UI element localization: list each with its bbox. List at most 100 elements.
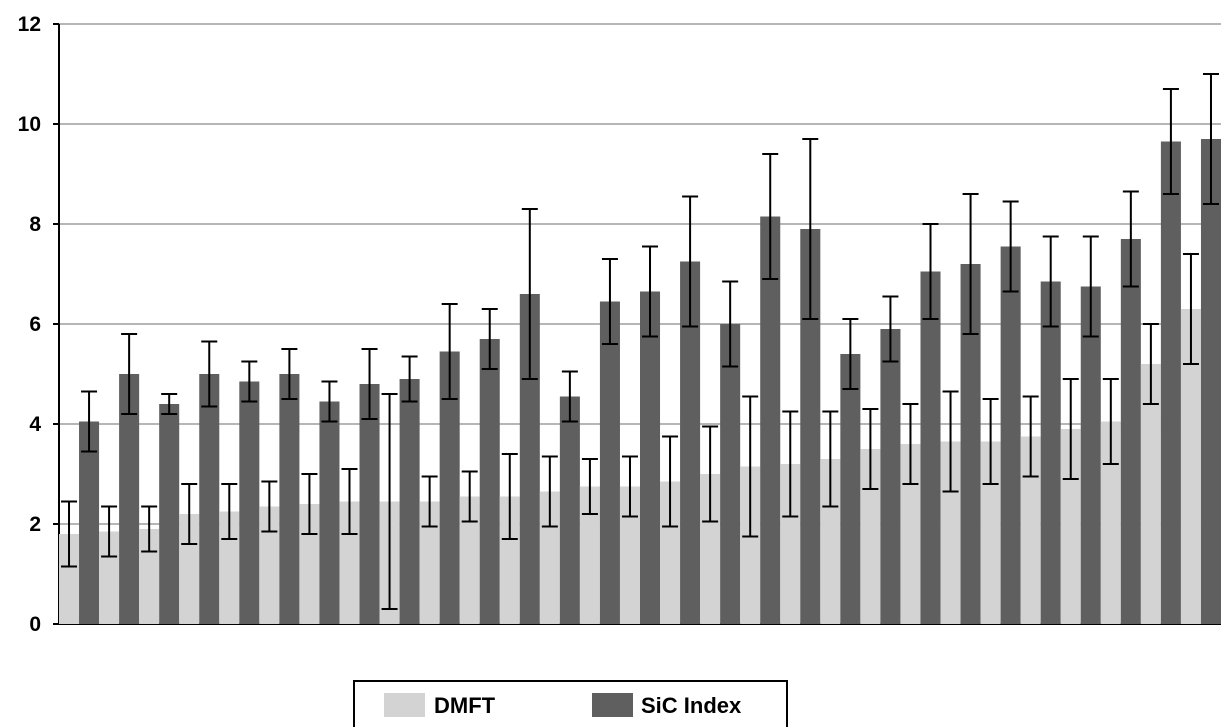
sic-index-error-bar [1202, 73, 1219, 205]
y-tick-label: 10 [18, 113, 41, 136]
y-tick-label: 2 [29, 513, 41, 536]
bars [59, 73, 1221, 624]
sic-index-error-bar [481, 308, 498, 370]
legend-swatch-sic-index [592, 693, 633, 717]
sic-index-bar [880, 329, 901, 624]
sic-index-bar [960, 264, 981, 624]
sic-index-bar [79, 421, 100, 624]
sic-index-error-bar [281, 348, 298, 400]
y-tick-label: 0 [29, 613, 41, 636]
sic-index-bar [840, 354, 861, 624]
y-tick-label: 8 [29, 213, 41, 236]
legend-label-sic-index: SiC Index [641, 693, 742, 718]
sic-index-error-bar [401, 355, 418, 403]
sic-index-error-bar [882, 295, 899, 363]
sic-index-bar [239, 381, 260, 624]
dmft-error-bar [381, 393, 398, 610]
sic-index-error-bar [161, 393, 178, 415]
y-tick-label: 6 [29, 313, 41, 336]
dmft-error-bar [141, 505, 158, 553]
dmft-error-bar [101, 505, 118, 558]
dmft-bar [259, 506, 280, 624]
legend-swatch-dmft [384, 693, 425, 717]
dmft-bar [179, 514, 200, 624]
dmft-error-bar [942, 390, 959, 493]
dmft-bar [660, 481, 681, 624]
dmft-error-bar [261, 480, 278, 533]
sic-index-bar [800, 229, 821, 624]
dmft-bar [139, 529, 160, 624]
sic-index-bar [1200, 139, 1221, 624]
sic-index-bar [319, 401, 340, 624]
sic-index-error-bar [521, 208, 538, 380]
dmft-bar [419, 501, 440, 624]
dmft-bar [579, 486, 600, 624]
sic-index-error-bar [682, 195, 699, 328]
dmft-bar [1060, 429, 1081, 624]
sic-index-error-bar [802, 138, 819, 320]
dmft-error-bar [902, 403, 919, 485]
sic-index-bar [559, 396, 580, 624]
sic-index-bar [519, 294, 540, 624]
dmft-bar [539, 491, 560, 624]
dmft-bar [980, 441, 1001, 624]
dmft-bar [619, 486, 640, 624]
sic-index-bar [159, 404, 180, 624]
sic-index-bar [1120, 239, 1141, 624]
sic-index-error-bar [842, 318, 859, 390]
dmft-error-bar [742, 395, 759, 538]
dmft-bar [860, 449, 881, 624]
dmft-bar [1100, 421, 1121, 624]
sic-index-bar [680, 261, 701, 624]
dmft-error-bar [501, 453, 518, 540]
sic-index-error-bar [121, 333, 138, 415]
dmft-bar [459, 496, 480, 624]
sic-index-bar [199, 374, 220, 624]
sic-index-bar [1160, 141, 1181, 624]
dmft-bar [339, 501, 360, 624]
sic-index-bar [399, 379, 420, 624]
sic-index-error-bar [1162, 88, 1179, 195]
y-tick-label: 4 [29, 413, 41, 436]
dmft-bar [900, 444, 921, 624]
sic-index-bar [119, 374, 140, 624]
dmft-error-bar [301, 473, 318, 535]
dmft-error-bar [221, 483, 238, 540]
sic-index-bar [640, 291, 661, 624]
sic-index-error-bar [321, 380, 338, 423]
sic-index-error-bar [1082, 235, 1099, 338]
sic-index-bar [920, 271, 941, 624]
dmft-error-bar [461, 470, 478, 523]
dmft-bar [1180, 309, 1201, 624]
sic-index-error-bar [1042, 235, 1059, 328]
sic-index-error-bar [722, 280, 739, 368]
dmft-bar [1020, 436, 1041, 624]
sic-index-error-bar [361, 348, 378, 420]
dmft-error-bar [702, 425, 719, 523]
sic-index-error-bar [81, 390, 98, 453]
sic-index-error-bar [561, 370, 578, 423]
dmft-error-bar [581, 458, 598, 515]
dmft-bar [499, 496, 520, 624]
sic-index-bar [599, 301, 620, 624]
dmft-error-bar [1182, 253, 1199, 365]
sic-index-bar [439, 351, 460, 624]
sic-index-error-bar [922, 223, 939, 320]
sic-index-bar [279, 374, 300, 624]
dmft-error-bar [1062, 378, 1079, 480]
sic-index-bar [1040, 281, 1061, 624]
dmft-error-bar [341, 468, 358, 535]
legend-box [353, 680, 788, 727]
dmft-error-bar [822, 410, 839, 508]
sic-index-error-bar [762, 153, 779, 280]
dmft-bar [99, 531, 120, 624]
sic-index-error-bar [201, 340, 218, 408]
dmft-error-bar [61, 500, 78, 568]
dmft-error-bar [862, 408, 879, 490]
dmft-bar [940, 441, 961, 624]
sic-index-error-bar [1122, 190, 1139, 288]
dmft-error-bar [181, 483, 198, 545]
dmft-error-bar [1142, 323, 1159, 405]
dmft-error-bar [1022, 395, 1039, 478]
